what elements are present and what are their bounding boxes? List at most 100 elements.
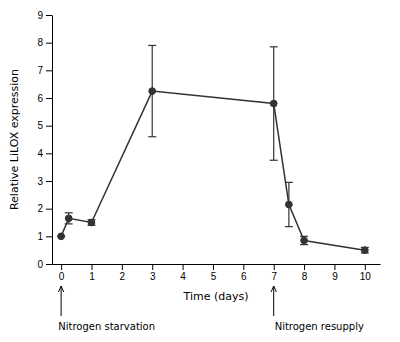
error-bar-cap-top [65, 212, 73, 213]
x-tick-mark [183, 264, 184, 270]
y-tick-label: 4 [37, 148, 43, 159]
y-tick-mark [46, 70, 52, 71]
x-tick-label: 10 [360, 271, 372, 282]
y-tick-label: 8 [37, 37, 43, 48]
y-tick-mark [46, 98, 52, 99]
annotation: Nitrogen starvation [58, 321, 155, 332]
y-tick-label: 5 [37, 120, 43, 131]
x-tick-label: 8 [302, 271, 308, 282]
y-tick: 2 [37, 203, 52, 214]
error-bar-cap-bottom [65, 223, 73, 224]
x-axis: 0 1 2 3 4 5 6 7 8 9 10 [53, 264, 381, 282]
annotation-arrow [273, 286, 274, 316]
y-tick: 6 [37, 93, 52, 104]
x-tick: 7 [271, 264, 277, 282]
x-tick-label: 1 [89, 271, 95, 282]
y-tick-mark [46, 43, 52, 44]
x-tick-label: 7 [271, 271, 277, 282]
error-bar [87, 220, 95, 226]
error-bar [270, 47, 278, 160]
y-tick-mark [46, 126, 52, 127]
error-bar [148, 45, 156, 136]
x-tick-label: 4 [180, 271, 186, 282]
y-axis-title: Relative LiLOX expression [8, 69, 21, 210]
x-tick: 0 [59, 264, 65, 282]
x-tick-label: 2 [120, 271, 126, 282]
x-tick-mark [274, 264, 275, 270]
x-tick: 3 [150, 264, 156, 282]
point [149, 88, 156, 95]
y-axis: 0 1 2 3 4 5 6 7 8 9 [37, 10, 52, 270]
y-tick: 3 [37, 176, 52, 187]
point [286, 201, 293, 208]
annotation-arrow [61, 286, 62, 316]
y-tick-mark [46, 181, 52, 182]
x-tick-mark [213, 264, 214, 270]
point [301, 237, 308, 244]
y-tick-label: 3 [37, 176, 43, 187]
y-tick-label: 0 [37, 259, 43, 270]
error-bar-cap-bottom [270, 160, 278, 161]
point [65, 215, 72, 222]
y-tick-label: 6 [37, 93, 43, 104]
y-tick: 4 [37, 148, 52, 159]
plot-area: 0 1 2 3 4 5 6 7 8 9 10 0 1 2 3 4 5 6 7 8 9 Time (days) Relativ… [8, 10, 381, 332]
y-tick: 9 [37, 10, 52, 21]
x-axis-line [53, 264, 381, 265]
y-tick-mark [46, 264, 52, 265]
y-tick: 1 [37, 231, 52, 242]
x-tick-label: 6 [241, 271, 247, 282]
x-tick-mark [61, 264, 62, 270]
x-tick: 5 [211, 264, 217, 282]
x-tick-label: 5 [211, 271, 217, 282]
x-tick-mark [304, 264, 305, 270]
error-bar [285, 182, 293, 226]
y-tick-label: 1 [37, 231, 43, 242]
y-tick: 0 [37, 259, 52, 270]
point [270, 100, 277, 107]
line [61, 91, 365, 250]
x-tick: 6 [241, 264, 247, 282]
y-axis-line [52, 16, 53, 265]
y-tick: 7 [37, 65, 52, 76]
x-tick: 8 [302, 264, 308, 282]
y-tick-mark [46, 153, 52, 154]
error-bar-cap-bottom [285, 226, 293, 227]
marks [57, 45, 369, 253]
x-tick: 1 [89, 264, 95, 282]
x-tick: 4 [180, 264, 186, 282]
x-tick-mark [334, 264, 335, 270]
error-bar-cap-bottom [148, 136, 156, 137]
error-bar [300, 236, 308, 244]
x-tick: 2 [120, 264, 126, 282]
y-tick-mark [46, 236, 52, 237]
error-bar [65, 213, 73, 224]
x-tick-mark [365, 264, 366, 270]
x-tick-mark [91, 264, 92, 270]
x-tick-mark [122, 264, 123, 270]
error-bar-cap-top [285, 182, 293, 183]
error-bar [361, 247, 369, 253]
x-tick: 10 [360, 264, 372, 282]
y-tick: 5 [37, 120, 52, 131]
x-tick-mark [152, 264, 153, 270]
point [88, 219, 95, 226]
y-tick-label: 9 [37, 10, 43, 21]
y-tick: 8 [37, 37, 52, 48]
x-tick: 9 [332, 264, 338, 282]
point [361, 247, 368, 254]
error-bar-cap-top [148, 45, 156, 46]
x-tick-label: 0 [59, 271, 65, 282]
x-tick-label: 3 [150, 271, 156, 282]
error-bar-cap-top [270, 46, 278, 47]
x-axis-title: Time (days) [183, 290, 249, 303]
y-tick-mark [46, 15, 52, 16]
x-tick-label: 9 [332, 271, 338, 282]
annotation: Nitrogen resupply [275, 321, 364, 332]
x-tick-mark [243, 264, 244, 270]
annotations: Nitrogen starvation Nitrogen resupply [58, 286, 364, 332]
point [58, 233, 65, 240]
y-tick-label: 7 [37, 65, 43, 76]
chart: 0 1 2 3 4 5 6 7 8 9 10 0 1 2 3 4 5 6 7 8 9 Time (days) Relativ… [0, 0, 400, 342]
y-tick-label: 2 [37, 203, 43, 214]
